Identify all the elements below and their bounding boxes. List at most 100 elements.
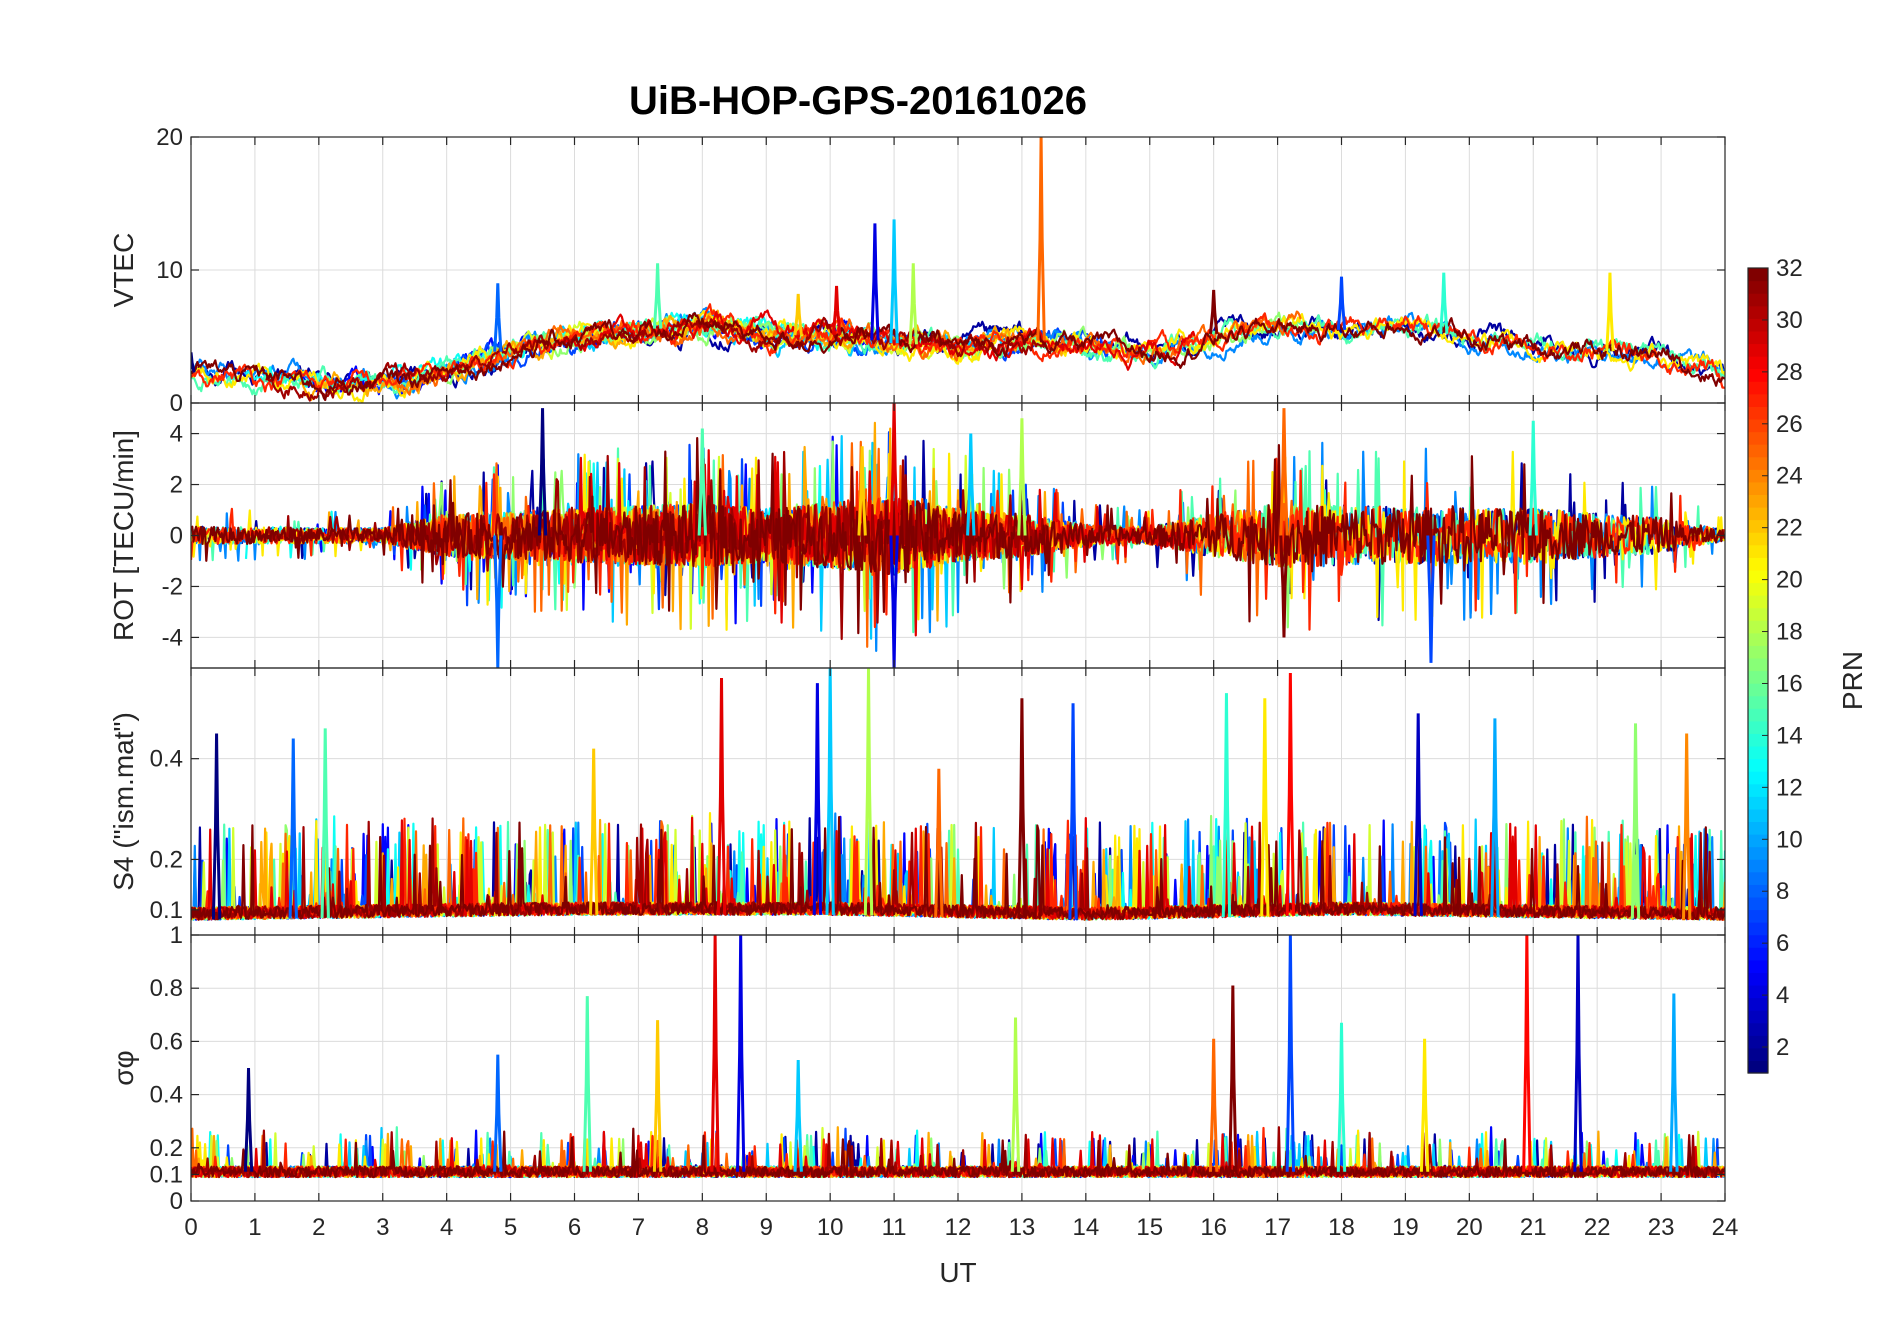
y-tick-label: 20 bbox=[156, 124, 183, 151]
x-tick-label: 11 bbox=[882, 1214, 907, 1241]
x-tick-label: 4 bbox=[440, 1214, 453, 1241]
y-tick-label: 1 bbox=[170, 922, 183, 949]
peak-mark bbox=[243, 1067, 254, 1172]
x-tick-label: 24 bbox=[1712, 1214, 1739, 1241]
peak-mark bbox=[831, 285, 842, 335]
colorbar-tick-label: 6 bbox=[1776, 930, 1789, 957]
y-axis-label-vtec: VTEC bbox=[108, 233, 139, 308]
x-tick-label: 23 bbox=[1648, 1214, 1675, 1241]
colorbar-segment bbox=[1748, 1010, 1768, 1024]
peak-mark bbox=[320, 728, 330, 919]
x-tick-label: 14 bbox=[1072, 1214, 1099, 1241]
peak-mark bbox=[1630, 723, 1641, 919]
colorbar-segment bbox=[1748, 972, 1768, 986]
peak-mark bbox=[825, 668, 835, 915]
peak-mark bbox=[1017, 698, 1027, 919]
colorbar-tick-label: 24 bbox=[1776, 463, 1803, 490]
peak-mark bbox=[537, 408, 548, 536]
colorbar-tick-label: 14 bbox=[1776, 722, 1803, 749]
y-tick-label: 4 bbox=[170, 421, 183, 448]
x-tick-label: 2 bbox=[312, 1214, 325, 1241]
colorbar-segment bbox=[1748, 771, 1768, 785]
series-trace-prn-27 bbox=[191, 303, 1725, 393]
colorbar-segment bbox=[1748, 1022, 1768, 1036]
peak-mark bbox=[493, 1054, 503, 1172]
y-tick-label: 0.2 bbox=[150, 846, 183, 873]
colorbar-segment bbox=[1748, 720, 1768, 734]
peak-mark bbox=[863, 668, 874, 916]
x-tick-label: 5 bbox=[504, 1214, 517, 1241]
colorbar-segment bbox=[1748, 997, 1768, 1011]
colorbar-segment bbox=[1748, 519, 1768, 533]
series-traces bbox=[191, 812, 1725, 921]
y-tick-label: 2 bbox=[170, 472, 183, 499]
x-tick-label: 6 bbox=[568, 1214, 581, 1241]
peak-marks bbox=[191, 137, 1615, 373]
colorbar-segment bbox=[1748, 494, 1768, 508]
peak-mark bbox=[716, 678, 727, 915]
colorbar-segment bbox=[1748, 1060, 1768, 1074]
peak-mark bbox=[1279, 535, 1289, 638]
colorbar-segment bbox=[1748, 406, 1768, 420]
colorbar-segment bbox=[1748, 444, 1768, 458]
y-tick-label: 0.2 bbox=[150, 1135, 183, 1162]
peak-mark bbox=[934, 768, 944, 918]
colorbar-segment bbox=[1748, 368, 1768, 382]
peak-mark bbox=[889, 535, 899, 668]
colorbar-segment bbox=[1748, 834, 1768, 848]
peak-mark bbox=[1669, 993, 1679, 1172]
colorbar-tick-label: 20 bbox=[1776, 567, 1803, 594]
x-tick-label: 16 bbox=[1200, 1214, 1227, 1241]
peak-mark bbox=[889, 403, 899, 536]
colorbar-tick-label: 2 bbox=[1776, 1034, 1789, 1061]
colorbar-segment bbox=[1748, 796, 1768, 810]
peak-mark bbox=[1439, 272, 1449, 334]
series-trace-prn-32 bbox=[191, 816, 1725, 921]
colorbar-segment bbox=[1748, 909, 1768, 923]
colorbar-segment bbox=[1748, 582, 1768, 596]
colorbar-segment bbox=[1748, 431, 1768, 445]
peak-mark bbox=[1017, 418, 1027, 536]
colorbar-segment bbox=[1748, 733, 1768, 747]
colorbar-segment bbox=[1748, 356, 1768, 370]
colorbar-segment bbox=[1748, 557, 1768, 571]
y-tick-label: 0.4 bbox=[150, 746, 183, 773]
peak-mark bbox=[1285, 935, 1296, 1172]
colorbar-tick-label: 16 bbox=[1776, 670, 1803, 697]
peak-mark bbox=[211, 733, 222, 920]
colorbar-segment bbox=[1748, 632, 1768, 646]
peak-mark bbox=[288, 738, 298, 919]
chart-title: UiB-HOP-GPS-20161026 bbox=[629, 79, 1087, 123]
colorbar-tick-label: 32 bbox=[1776, 255, 1803, 282]
series-trace-prn-32 bbox=[191, 312, 1725, 402]
colorbar-segment bbox=[1748, 569, 1768, 584]
x-tick-label: 22 bbox=[1584, 1214, 1611, 1241]
series-traces bbox=[191, 303, 1725, 403]
colorbar-segment bbox=[1748, 456, 1768, 470]
peak-mark bbox=[1228, 985, 1238, 1172]
colorbar-tick-label: 8 bbox=[1776, 878, 1789, 905]
peak-mark bbox=[191, 352, 196, 373]
y-tick-label: -2 bbox=[162, 573, 183, 600]
peak-mark bbox=[1221, 693, 1232, 918]
y-tick-label: -4 bbox=[162, 624, 183, 651]
colorbar-segment bbox=[1748, 607, 1768, 621]
colorbar-segment bbox=[1748, 506, 1768, 521]
y-axis-label-sigma_phi: σφ bbox=[108, 1050, 139, 1085]
peak-mark bbox=[1279, 408, 1289, 536]
peak-mark bbox=[1336, 276, 1347, 330]
peak-mark bbox=[1336, 1022, 1347, 1172]
colorbar-segment bbox=[1748, 481, 1768, 496]
colorbar-segment bbox=[1748, 884, 1768, 898]
x-tick-label: 1 bbox=[248, 1214, 261, 1241]
peak-mark bbox=[1285, 673, 1296, 916]
peak-marks bbox=[211, 668, 1692, 920]
y-tick-label: 10 bbox=[156, 257, 183, 284]
colorbar-segment bbox=[1748, 871, 1768, 885]
peak-mark bbox=[870, 223, 880, 341]
colorbar-segment bbox=[1748, 393, 1768, 407]
y-tick-label: 0 bbox=[170, 390, 183, 417]
y-axis-label-rot: ROT [TECU/min] bbox=[108, 430, 139, 641]
